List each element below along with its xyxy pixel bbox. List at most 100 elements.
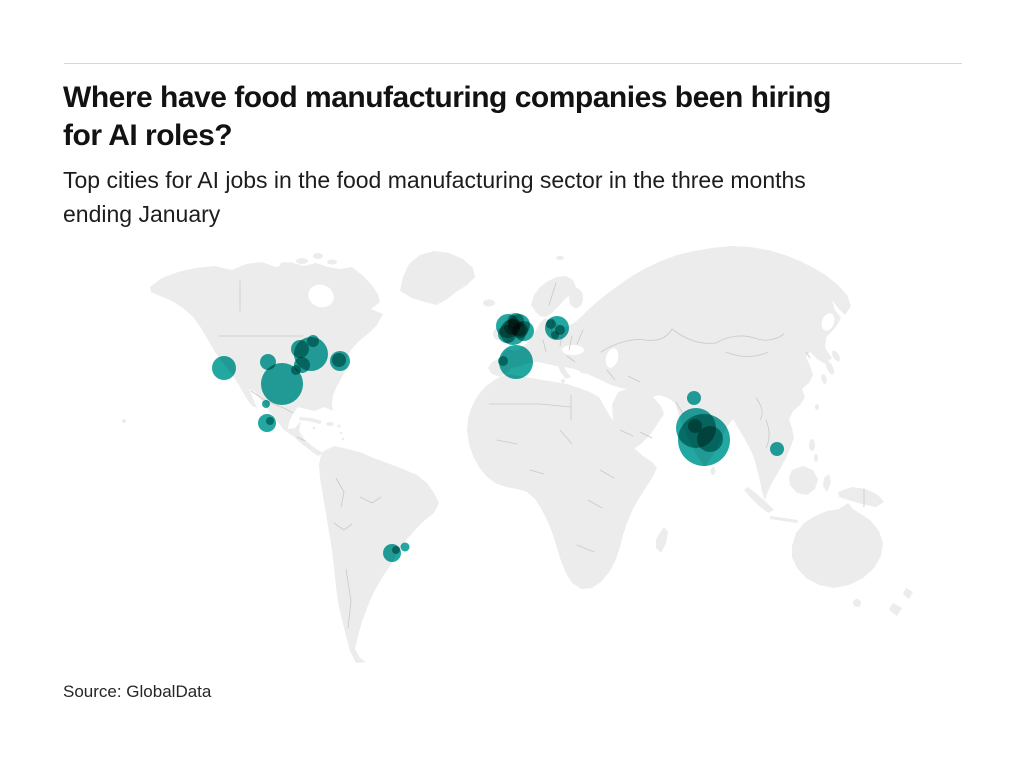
sea-layer bbox=[308, 284, 835, 368]
land-japan-main bbox=[825, 361, 835, 375]
bubble-uk-cluster bbox=[512, 322, 528, 338]
bubble-north-america-great-lakes bbox=[291, 365, 301, 375]
land-sri-lanka bbox=[710, 467, 716, 475]
border-iran bbox=[627, 375, 641, 383]
bubble-southeast-asia bbox=[770, 442, 784, 456]
page-subtitle-line-1: Top cities for AI jobs in the food manuf… bbox=[63, 167, 806, 193]
bubble-north-america-great-lakes bbox=[307, 335, 319, 347]
bubble-india bbox=[697, 426, 723, 452]
land-caribbean-island bbox=[337, 424, 341, 428]
land-arctic-island bbox=[327, 259, 337, 265]
land-greenland bbox=[400, 251, 475, 305]
border-china-sea bbox=[755, 397, 763, 421]
border-south-america-2 bbox=[345, 568, 352, 629]
land-arctic-island bbox=[296, 258, 308, 264]
land-scandinavia bbox=[531, 276, 576, 317]
page-title-line-2: for AI roles? bbox=[63, 119, 233, 152]
border-central-africa bbox=[529, 469, 545, 475]
border-southern-africa-1 bbox=[587, 499, 603, 509]
border-russia-china bbox=[715, 333, 785, 344]
land-cuba bbox=[299, 417, 322, 424]
source-text: Source: GlobalData bbox=[63, 682, 212, 701]
land-africa bbox=[467, 374, 657, 589]
sea-okhotsk bbox=[821, 313, 835, 331]
land-philippines bbox=[809, 439, 815, 451]
land-sumatra bbox=[744, 487, 774, 513]
land-hispaniola bbox=[326, 422, 334, 426]
border-korea bbox=[805, 351, 811, 359]
top-divider bbox=[64, 63, 962, 64]
bubble-central-europe bbox=[551, 331, 559, 339]
bubble-north-america-great-lakes bbox=[291, 340, 309, 358]
land-sicily bbox=[561, 379, 565, 383]
bubble-mexico bbox=[266, 417, 274, 425]
land-iceland bbox=[483, 299, 495, 307]
bubble-layer bbox=[212, 313, 784, 562]
land-japan-south bbox=[821, 374, 827, 384]
border-turkey-iran bbox=[606, 369, 616, 381]
land-italy bbox=[554, 353, 571, 379]
bubble-north-america-east-coast bbox=[332, 353, 346, 367]
bubble-india-north bbox=[687, 391, 701, 405]
land-svalbard bbox=[556, 256, 564, 260]
border-india-west bbox=[675, 401, 684, 415]
land-australia bbox=[792, 503, 883, 588]
land-arctic-island bbox=[313, 253, 323, 259]
border-central-america bbox=[296, 436, 306, 442]
bubble-south-america-brazil bbox=[400, 542, 410, 552]
bubble-south-america-brazil bbox=[392, 546, 400, 554]
bubble-india bbox=[688, 419, 702, 433]
border-mongolia bbox=[725, 351, 769, 357]
land-eurasia bbox=[502, 246, 851, 500]
border-arabia-2 bbox=[619, 429, 634, 437]
border-south-america-4 bbox=[359, 496, 382, 504]
land-south-america bbox=[319, 446, 439, 663]
land-caribbean-island bbox=[341, 437, 345, 441]
border-balkans bbox=[566, 355, 576, 363]
land-taiwan bbox=[815, 404, 819, 410]
border-south-america-1 bbox=[335, 477, 345, 508]
land-arctic-island bbox=[280, 262, 290, 268]
page-subtitle-line-2: ending January bbox=[63, 201, 221, 227]
border-sahara-2 bbox=[539, 403, 572, 408]
bubble-north-america-south bbox=[262, 400, 270, 408]
border-south-america-3 bbox=[333, 522, 353, 531]
land-new-zealand-south bbox=[889, 603, 902, 616]
page-subtitle: Top cities for AI jobs in the food manuf… bbox=[63, 163, 983, 231]
border-indochina bbox=[765, 419, 770, 449]
border-russia-kazakhstan bbox=[600, 328, 717, 353]
border-east-africa bbox=[599, 469, 615, 479]
land-sulawesi bbox=[823, 474, 831, 492]
land-philippines-south bbox=[814, 454, 818, 462]
border-us-mexico bbox=[250, 390, 294, 414]
land-hawaii bbox=[122, 419, 126, 423]
border-europe-4 bbox=[568, 335, 573, 351]
land-java bbox=[770, 516, 798, 523]
land-new-guinea bbox=[838, 487, 884, 507]
border-scandinavia bbox=[548, 282, 557, 306]
border-west-africa bbox=[496, 439, 518, 445]
land-arabia bbox=[612, 388, 664, 450]
land-caribbean-island bbox=[339, 431, 343, 435]
border-sudan bbox=[559, 429, 573, 445]
land-finland bbox=[569, 288, 583, 308]
land-sakhalin bbox=[822, 327, 826, 347]
page-title: Where have food manufacturing companies … bbox=[63, 79, 983, 155]
bubble-north-america-west-coast bbox=[212, 356, 236, 380]
bubble-western-europe bbox=[498, 356, 508, 366]
border-europe-5 bbox=[576, 329, 584, 345]
land-borneo bbox=[789, 466, 818, 495]
sea-black-sea bbox=[562, 345, 584, 355]
page-title-line-1: Where have food manufacturing companies … bbox=[63, 81, 831, 114]
sea-hudson-bay bbox=[308, 284, 334, 308]
land-greece bbox=[577, 357, 587, 374]
land-caribbean-island bbox=[312, 426, 316, 430]
land-new-zealand-north bbox=[903, 588, 913, 599]
sea-caspian-sea bbox=[605, 348, 619, 368]
land-madagascar bbox=[656, 527, 668, 553]
bubble-western-europe bbox=[499, 345, 533, 379]
land-layer bbox=[122, 246, 913, 663]
border-arabia-1 bbox=[639, 431, 653, 439]
